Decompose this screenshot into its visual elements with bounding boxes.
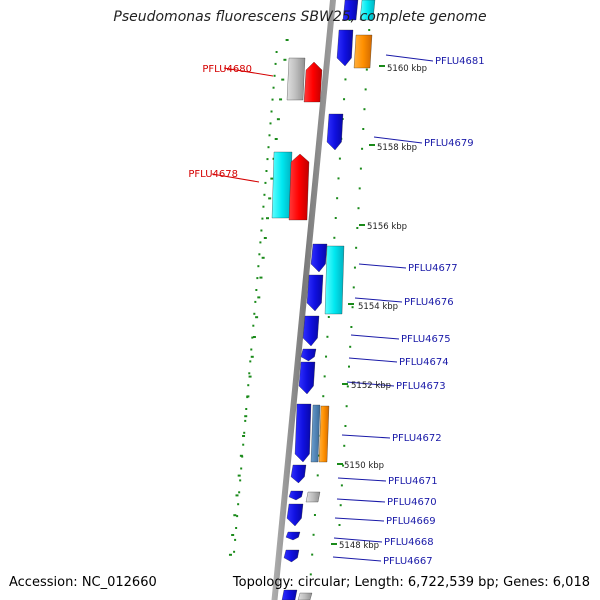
gray-feature <box>286 57 306 101</box>
gene-label-pflu4676: PFLU4676 <box>404 297 454 308</box>
gray-feature <box>297 592 313 600</box>
kbp-tick-label: 5152 kbp <box>351 381 391 391</box>
backbone-line <box>271 0 336 600</box>
gene-label-pflu4673: PFLU4673 <box>396 381 446 392</box>
label-leader-line <box>358 263 407 269</box>
gene-label-pflu4678: PFLU4678 <box>188 169 238 180</box>
tick-dot-rings <box>228 19 385 576</box>
cds-feature <box>283 549 300 563</box>
gene-label-pflu4675: PFLU4675 <box>401 334 451 345</box>
label-leader-line <box>373 136 423 144</box>
cds-feature <box>290 464 307 484</box>
label-leaders <box>211 54 434 562</box>
gene-label-pflu4679: PFLU4679 <box>424 138 474 149</box>
cds-feature <box>306 274 324 312</box>
cds-feature <box>336 29 354 67</box>
gene-labels: PFLU4680 PFLU4678 PFLU4681 PFLU4679 PFLU… <box>188 56 484 567</box>
kbp-tick-label: 5154 kbp <box>358 302 398 312</box>
topology-info: Topology: circular; Length: 6,722,539 bp… <box>232 575 590 590</box>
label-leader-line <box>385 54 434 62</box>
red-feature <box>303 61 323 103</box>
cyan-feature <box>359 0 376 21</box>
label-leader-line <box>346 381 395 387</box>
cds-feature <box>281 589 298 600</box>
gene-features <box>271 0 376 600</box>
cds-feature <box>326 113 344 151</box>
gene-label-pflu4672: PFLU4672 <box>392 433 442 444</box>
label-leader-line <box>334 517 385 522</box>
gene-label-pflu4677: PFLU4677 <box>408 263 458 274</box>
cds-feature <box>288 490 304 501</box>
cyan-feature <box>324 245 345 315</box>
label-leader-line <box>337 477 387 482</box>
cds-feature <box>294 403 312 463</box>
label-leader-line <box>223 67 274 77</box>
label-leader-line <box>354 297 403 303</box>
red-feature <box>288 153 310 221</box>
label-leader-line <box>350 334 400 340</box>
cds-feature <box>310 243 328 273</box>
cds-feature <box>286 503 304 527</box>
cds-feature <box>298 361 316 395</box>
backbone-track <box>271 0 336 600</box>
gene-label-pflu4667: PFLU4667 <box>383 556 433 567</box>
cyan-feature <box>271 151 293 219</box>
gray-feature <box>305 491 321 503</box>
gene-label-pflu4668: PFLU4668 <box>384 537 434 548</box>
accession-info: Accession: NC_012660 <box>9 575 157 590</box>
kbp-tick-label: 5156 kbp <box>367 222 407 232</box>
label-leader-line <box>332 556 382 562</box>
kbp-tick-label: 5148 kbp <box>339 541 379 551</box>
cds-feature <box>285 531 301 541</box>
gene-label-pflu4671: PFLU4671 <box>388 476 438 487</box>
steel-feature <box>310 404 321 463</box>
orange-feature <box>318 405 330 463</box>
label-leader-line <box>333 537 383 543</box>
cds-feature <box>300 348 317 362</box>
label-leader-line <box>348 357 398 363</box>
gene-label-pflu4669: PFLU4669 <box>386 516 436 527</box>
kbp-tick-labels: 5160 kbp 5158 kbp 5156 kbp 5154 kbp 5152… <box>339 64 427 551</box>
gene-label-pflu4681: PFLU4681 <box>435 56 485 67</box>
cds-feature <box>302 315 320 347</box>
kbp-tick-label: 5158 kbp <box>377 143 417 153</box>
cds-feature <box>342 0 359 21</box>
label-leader-line <box>341 434 391 439</box>
gene-label-pflu4680: PFLU4680 <box>202 64 252 75</box>
label-leader-line <box>211 173 260 183</box>
kbp-tick-label: 5160 kbp <box>387 64 427 74</box>
gene-label-pflu4670: PFLU4670 <box>387 497 437 508</box>
kbp-tick-label: 5150 kbp <box>344 461 384 471</box>
gene-label-pflu4674: PFLU4674 <box>399 357 449 368</box>
orange-feature <box>353 34 373 69</box>
label-leader-line <box>336 498 386 503</box>
map-title: Pseudomonas fluorescens SBW25, complete … <box>113 9 487 25</box>
